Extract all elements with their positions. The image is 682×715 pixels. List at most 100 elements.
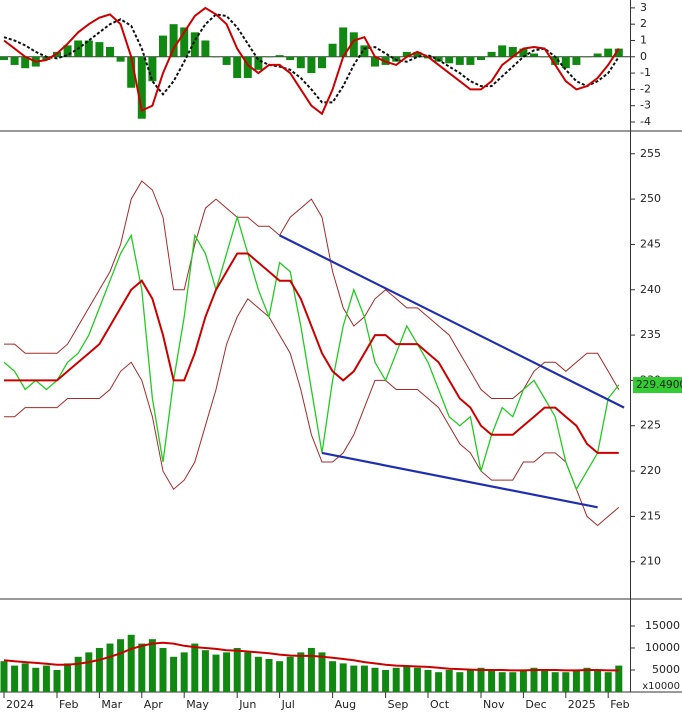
bar	[85, 652, 93, 692]
bar	[583, 667, 591, 692]
y-tick-label: 210	[640, 555, 661, 568]
y-tick-label: 255	[640, 147, 661, 160]
bar	[95, 42, 104, 57]
bar	[371, 56, 379, 67]
bar	[32, 667, 40, 692]
bar	[604, 672, 612, 692]
bar	[540, 56, 549, 58]
bar	[392, 667, 400, 692]
bar	[148, 56, 157, 82]
bar	[53, 669, 61, 692]
bar	[360, 45, 369, 57]
bar	[127, 56, 136, 88]
x-tick-label: Nov	[483, 698, 505, 711]
y-tick-label: 10000	[645, 641, 680, 654]
y-tick-label: -3	[640, 99, 651, 112]
bar	[445, 669, 453, 692]
line	[3, 214, 620, 491]
bar	[74, 656, 82, 692]
bar	[286, 56, 295, 61]
bar	[328, 43, 337, 57]
x-tick-label: Jul	[281, 698, 295, 711]
bar	[339, 27, 348, 57]
bar	[424, 669, 432, 692]
line	[4, 252, 619, 454]
bar	[541, 669, 549, 692]
y-tick-label: 240	[640, 283, 661, 296]
bar	[466, 669, 474, 692]
bar	[244, 652, 252, 692]
bar	[137, 56, 146, 119]
bar	[0, 56, 8, 61]
bar	[212, 654, 220, 692]
bar	[106, 643, 114, 692]
unit-label: x10000	[642, 681, 680, 692]
line	[4, 180, 620, 399]
bar	[64, 663, 72, 692]
bar	[349, 32, 358, 57]
bar	[233, 56, 242, 78]
bar	[169, 24, 178, 57]
bar	[21, 56, 30, 69]
line	[3, 13, 620, 104]
bar	[318, 652, 326, 692]
bar	[180, 652, 188, 692]
bar	[42, 56, 51, 61]
bar	[106, 46, 114, 57]
y-tick-label: 1	[640, 33, 647, 46]
y-tick-label: 235	[640, 328, 661, 341]
x-tick-label: Apr	[144, 698, 164, 711]
x-tick-label: Oct	[430, 698, 450, 711]
bar	[116, 56, 125, 62]
bar	[11, 665, 19, 692]
bar	[594, 669, 602, 692]
bar	[318, 56, 326, 69]
bar	[360, 665, 368, 692]
y-tick-label: 225	[640, 419, 661, 432]
bar	[403, 665, 411, 692]
bar	[296, 56, 305, 69]
bar	[561, 56, 570, 69]
y-tick-label: 5000	[652, 663, 680, 676]
bar	[508, 46, 517, 57]
bar	[435, 672, 443, 692]
bar	[297, 652, 305, 692]
bar	[350, 665, 358, 692]
bar	[84, 40, 93, 57]
line	[4, 298, 620, 527]
line	[3, 6, 620, 116]
bar	[593, 53, 602, 57]
bar	[170, 656, 178, 692]
bar	[583, 56, 591, 58]
bar	[509, 672, 517, 692]
x-tick-label: Aug	[335, 698, 356, 711]
bar	[180, 27, 189, 57]
bar	[42, 665, 50, 692]
bar	[445, 56, 454, 64]
x-tick-label: 2024	[6, 698, 34, 711]
bar	[551, 56, 560, 65]
bar	[604, 48, 613, 57]
bar	[254, 656, 262, 692]
bar	[191, 643, 199, 692]
y-tick-label: -1	[640, 66, 651, 79]
last-price-label: 229.4900	[636, 379, 682, 391]
trend-line	[279, 234, 625, 409]
bar	[413, 51, 422, 57]
bar	[498, 45, 507, 57]
bar	[190, 32, 199, 57]
bar	[307, 56, 316, 74]
bar	[286, 656, 294, 692]
bar	[487, 51, 496, 57]
bar	[222, 56, 231, 65]
last-price-box	[633, 377, 682, 394]
bar	[477, 667, 485, 692]
bar	[488, 669, 496, 692]
bar	[243, 56, 252, 78]
bar	[402, 51, 411, 57]
y-tick-label: 220	[640, 464, 661, 477]
bar	[223, 652, 231, 692]
